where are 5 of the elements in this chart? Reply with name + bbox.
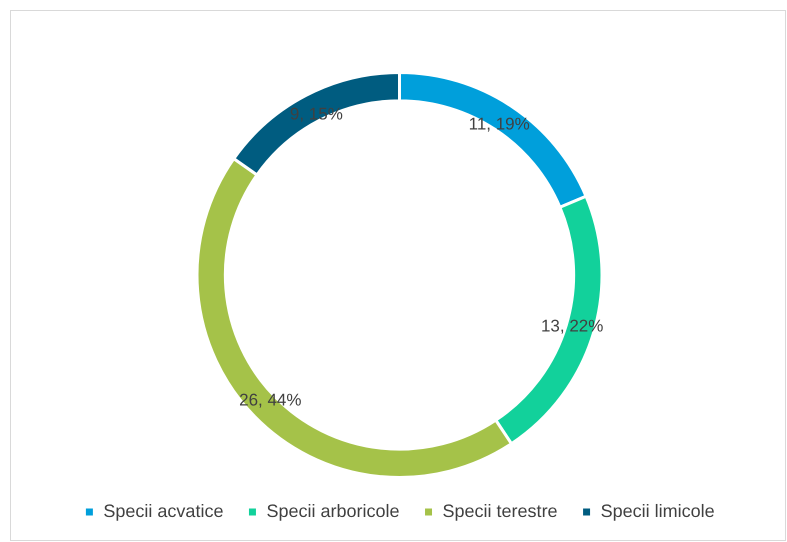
legend-label: Specii acvatice xyxy=(103,500,224,521)
data-label: 11, 19% xyxy=(468,114,530,134)
legend-label: Specii terestre xyxy=(442,500,558,521)
legend-label: Specii arboricole xyxy=(266,500,400,521)
legend-label: Specii limicole xyxy=(600,500,715,521)
